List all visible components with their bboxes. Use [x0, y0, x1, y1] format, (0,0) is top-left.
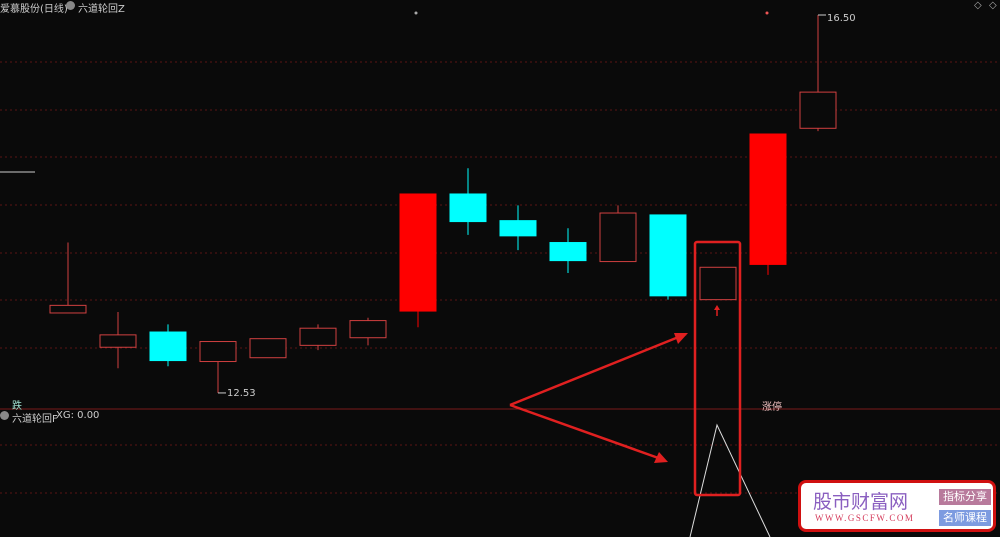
sub-indicator-value: XG: 0.00: [56, 410, 100, 421]
candle-body: [99, 334, 137, 348]
annotation-arrow-up: [509, 332, 687, 407]
indicator-name: 六道轮回Z: [78, 4, 125, 15]
limit-up-label: 涨停: [762, 402, 782, 413]
indicator-toggle-icon[interactable]: [66, 1, 75, 10]
candle-body: [799, 91, 837, 129]
arrow-head-up: [674, 333, 688, 344]
candle-body: [49, 304, 87, 314]
stock-title: 爱慕股份(日线): [0, 4, 68, 15]
dot-marker: [414, 11, 418, 15]
signal-line: [689, 423, 771, 537]
candle-body: [349, 320, 387, 339]
fall-label: 跌: [12, 401, 22, 412]
sub-indicator-toggle-icon[interactable]: [0, 411, 9, 420]
sub-indicator-name: 六道轮回F: [12, 414, 58, 425]
candle-body: [749, 133, 787, 265]
candle-body: [449, 193, 487, 223]
annotation-arrow-down: [509, 403, 665, 462]
watermark-logo: 股市财富网 WWW.GSCFW.COM 指标分享 名师课程: [798, 480, 996, 532]
high-price-label: 16.50: [827, 13, 856, 24]
candle-body: [399, 193, 437, 312]
dot-marker: [765, 11, 769, 15]
badge-courses: 名师课程: [939, 510, 991, 526]
candle-body: [299, 327, 337, 346]
candle-body: [149, 331, 187, 362]
arrow-head-down: [654, 452, 668, 463]
candle-body: [649, 214, 687, 297]
settings-icon[interactable]: ◇: [989, 0, 997, 11]
candle-body: [699, 266, 737, 301]
highlight-box: [693, 240, 742, 497]
badge-indicator-share: 指标分享: [939, 489, 991, 505]
diamond-icon[interactable]: ◇: [974, 0, 982, 11]
candle-body: [249, 338, 287, 359]
low-price-label: 12.53: [227, 388, 256, 399]
small-up-arrow-head: [714, 305, 720, 310]
watermark-url: WWW.GSCFW.COM: [815, 513, 915, 523]
candle-body: [599, 212, 637, 263]
watermark-name: 股市财富网: [813, 491, 909, 513]
candle-body: [499, 220, 537, 237]
candle-body: [549, 242, 587, 262]
candle-body: [199, 341, 237, 363]
